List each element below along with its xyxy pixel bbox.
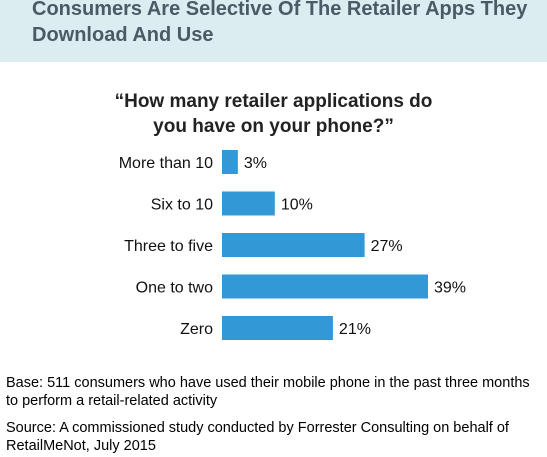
value-label-three-to-five: 27% <box>371 238 403 255</box>
category-label-six-to-10: Six to 10 <box>151 197 213 214</box>
bar-zero <box>222 316 333 340</box>
base-note: Base: 511 consumers who have used their … <box>6 375 530 409</box>
bar-three-to-five <box>222 233 365 257</box>
bar-chart: More than 10 3% Six to 10 10% Three to five 2… <box>119 150 466 340</box>
bar-more-than-10 <box>222 150 238 174</box>
value-label-more-than-10: 3% <box>244 155 267 172</box>
source-note: Source: A commissioned study conducted b… <box>6 420 509 454</box>
survey-question-line-2: you have on your phone?” <box>153 116 394 137</box>
chart-header: Consumers Are Selective Of The Retailer … <box>0 0 547 62</box>
survey-question: “How many retailer applications do you h… <box>0 89 547 139</box>
bar-six-to-10 <box>222 191 275 216</box>
chart-title: Consumers Are Selective Of The Retailer … <box>32 0 528 46</box>
value-label-one-to-two: 39% <box>434 280 466 297</box>
survey-question-line-1: “How many retailer applications do <box>114 91 433 112</box>
category-label-one-to-two: One to two <box>136 280 213 297</box>
category-label-zero: Zero <box>180 321 213 338</box>
value-label-six-to-10: 10% <box>281 197 313 214</box>
value-label-zero: 21% <box>339 321 371 338</box>
category-label-more-than-10: More than 10 <box>119 155 213 172</box>
category-label-three-to-five: Three to five <box>124 238 213 255</box>
bar-one-to-two <box>222 274 428 299</box>
